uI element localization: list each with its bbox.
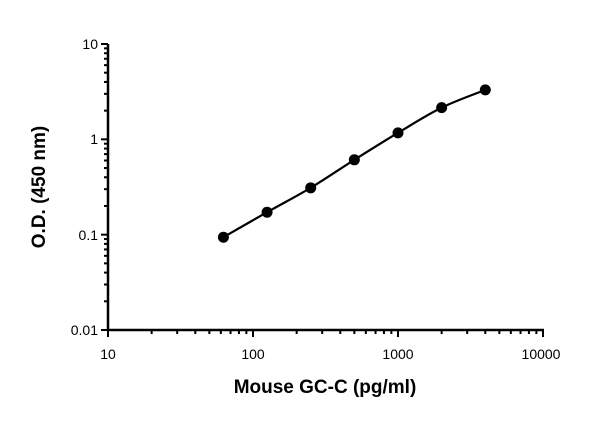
data-point [261, 206, 273, 218]
y-tick-label: 0.01 [71, 322, 98, 338]
data-point [436, 102, 448, 114]
tick-labels: 10 100 1000 10000 0.01 0.1 1 10 [71, 36, 561, 362]
y-axis-title: O.D. (450 nm) [29, 126, 50, 248]
x-tick-label: 100 [241, 346, 265, 362]
x-tick-label: 10000 [522, 346, 561, 362]
x-tick-label: 10 [100, 346, 116, 362]
x-tick-label: 1000 [382, 346, 413, 362]
x-axis-title: Mouse GC-C (pg/ml) [234, 377, 417, 398]
data-point [479, 84, 491, 96]
data-point [392, 127, 404, 139]
axes [101, 43, 544, 337]
y-tick-label: 10 [82, 36, 98, 52]
series [217, 84, 491, 243]
data-point [305, 182, 317, 194]
data-point [217, 231, 229, 243]
y-tick-label: 1 [90, 131, 98, 147]
data-point [348, 154, 360, 166]
y-tick-label: 0.1 [79, 227, 99, 243]
